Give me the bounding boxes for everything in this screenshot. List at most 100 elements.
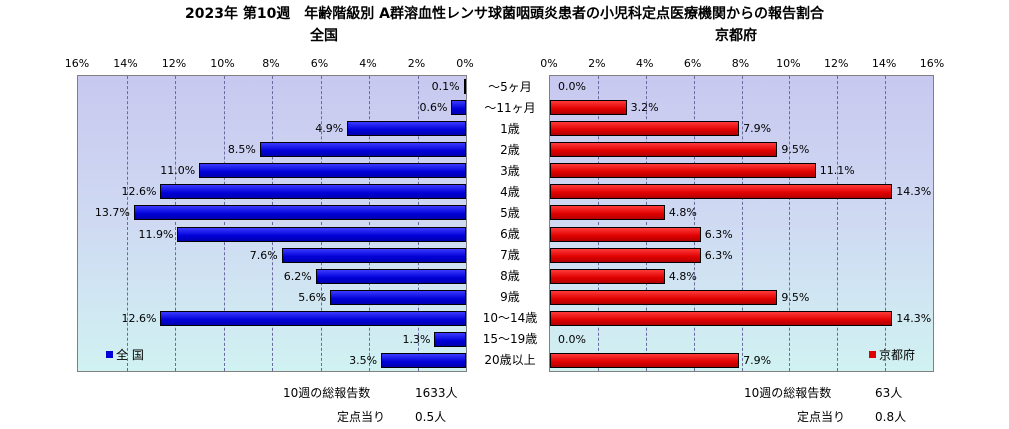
national-bar (451, 100, 466, 116)
national-value-label: 0.6% (419, 101, 448, 115)
kyoto-value-label: 6.3% (704, 248, 733, 262)
kyoto-bar (550, 205, 665, 221)
kyoto-total-value: 63人 (875, 386, 903, 400)
category-label: 15～19歳 (482, 332, 538, 347)
kyoto-x-tick: 8% (731, 57, 750, 70)
kyoto-bar (550, 310, 893, 326)
category-label: 2歳 (500, 142, 520, 157)
national-value-label: 3.5% (349, 353, 378, 367)
national-plot-area: 全 国 0.1% 0.6% 4.9% 8.5% 11.0% 12.6% 13.7% 11.9%… (77, 75, 467, 372)
category-label: ～5ヶ月 (488, 79, 532, 94)
kyoto-value-label: 0.0% (558, 80, 586, 94)
national-value-label: 7.6% (249, 248, 278, 262)
kyoto-per-site-value: 0.8人 (875, 410, 907, 424)
national-bar (434, 331, 466, 347)
kyoto-grid-line (741, 76, 743, 371)
national-x-tick: 0% (456, 57, 474, 70)
kyoto-bar (550, 184, 893, 200)
national-x-tick: 4% (359, 57, 377, 70)
kyoto-per-site-label: 定点当り (797, 410, 846, 424)
category-label: 4歳 (500, 184, 520, 199)
national-legend-swatch (106, 351, 113, 358)
national-bar (381, 352, 466, 368)
kyoto-value-label: 4.8% (668, 269, 697, 283)
national-bar (330, 289, 466, 305)
national-x-tick: 10% (210, 57, 235, 70)
national-subtitle: 全国 (310, 28, 338, 44)
category-label: 20歳以上 (484, 353, 536, 368)
national-total-label: 10週の総報告数 (283, 386, 371, 400)
kyoto-grid-line (693, 76, 695, 371)
kyoto-value-label: 7.9% (743, 353, 772, 367)
category-label: 8歳 (500, 269, 520, 284)
national-bar (160, 310, 466, 326)
kyoto-bar (550, 352, 740, 368)
national-bar (347, 121, 466, 137)
kyoto-total-label: 10週の総報告数 (744, 386, 832, 400)
national-per-site-label: 定点当り (337, 410, 386, 424)
kyoto-bar (550, 226, 701, 242)
national-value-label: 5.6% (298, 290, 327, 304)
national-grid-line (369, 76, 370, 371)
national-bar (463, 79, 466, 95)
national-legend: 全 国 (106, 346, 144, 363)
national-x-tick: 8% (262, 57, 280, 70)
national-bar (133, 205, 466, 221)
national-x-tick: 12% (161, 57, 187, 70)
kyoto-value-label: 3.2% (630, 101, 659, 115)
kyoto-legend-label: 京都府 (878, 348, 915, 362)
category-label: 9歳 (500, 290, 520, 305)
national-value-label: 13.7% (94, 206, 130, 220)
category-label: 5歳 (500, 205, 520, 220)
kyoto-bar (550, 289, 778, 305)
national-value-label: 8.5% (227, 143, 256, 157)
national-value-label: 6.2% (283, 269, 312, 283)
kyoto-legend-swatch (868, 351, 876, 358)
kyoto-value-label: 6.3% (704, 227, 733, 241)
national-x-tick: 14% (113, 57, 138, 70)
national-bar (315, 268, 466, 284)
national-grid-line (126, 76, 128, 371)
kyoto-value-label: 9.5% (781, 143, 810, 157)
kyoto-x-tick: 14% (871, 57, 897, 70)
national-value-label: 4.9% (315, 122, 344, 136)
category-label: 3歳 (500, 163, 520, 178)
national-grid-line (320, 76, 322, 371)
national-value-label: 12.6% (121, 185, 157, 199)
kyoto-bar (550, 142, 778, 158)
kyoto-value-label: 14.3% (896, 185, 932, 199)
category-label: 6歳 (500, 227, 520, 242)
national-bar (259, 142, 466, 158)
kyoto-bar (550, 100, 627, 116)
national-bar (281, 247, 466, 263)
kyoto-x-tick: 2% (588, 57, 606, 70)
national-value-label: 12.6% (121, 311, 157, 325)
national-per-site-value: 0.5人 (415, 410, 447, 424)
national-bar (199, 163, 466, 179)
kyoto-x-tick: 0% (540, 57, 558, 70)
national-total-value: 1633人 (415, 386, 458, 400)
category-label: 1歳 (500, 121, 520, 136)
chart-title: 2023年 第10週 年齢階級別 A群溶血性レンサ球菌咽頭炎患者の小児科定点医療… (184, 6, 825, 22)
kyoto-plot-area: 京都府 0.0% 3.2% 7.9% 9.5% 11.1% 14.3% 4.8% 6.3% 6.… (549, 75, 934, 372)
national-grid-line (175, 76, 176, 371)
category-label: ～11ヶ月 (484, 100, 536, 115)
kyoto-x-tick: 12% (824, 57, 849, 70)
national-bar (160, 184, 466, 200)
national-legend-label: 全 国 (116, 348, 144, 362)
national-value-label: 11.9% (138, 227, 174, 241)
category-label: 7歳 (500, 248, 520, 263)
national-grid-line (272, 76, 273, 371)
national-x-tick: 16% (64, 57, 90, 70)
national-value-label: 0.1% (431, 80, 460, 94)
kyoto-bar (550, 268, 665, 284)
kyoto-legend: 京都府 (868, 346, 915, 363)
kyoto-value-label: 9.5% (781, 290, 810, 304)
kyoto-grid-line (597, 76, 599, 371)
national-x-tick: 6% (310, 57, 329, 70)
kyoto-grid-line (645, 76, 647, 371)
kyoto-value-label: 14.3% (896, 311, 932, 325)
kyoto-grid-line (885, 76, 887, 371)
kyoto-bar (550, 121, 740, 137)
national-grid-line (223, 76, 225, 371)
